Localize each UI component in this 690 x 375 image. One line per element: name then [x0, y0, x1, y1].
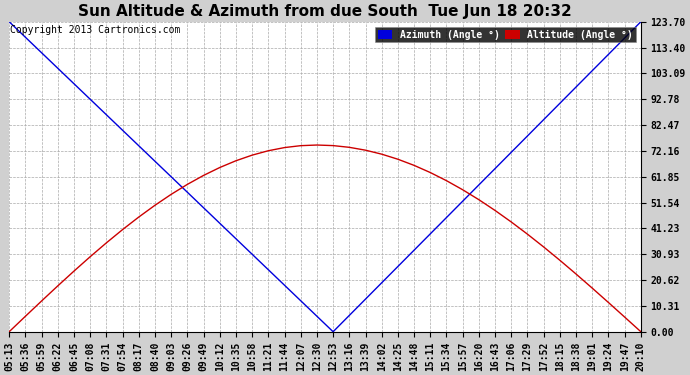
Text: Copyright 2013 Cartronics.com: Copyright 2013 Cartronics.com	[10, 25, 181, 35]
Title: Sun Altitude & Azimuth from due South  Tue Jun 18 20:32: Sun Altitude & Azimuth from due South Tu…	[78, 4, 572, 19]
Legend: Azimuth (Angle °), Altitude (Angle °): Azimuth (Angle °), Altitude (Angle °)	[375, 27, 636, 42]
